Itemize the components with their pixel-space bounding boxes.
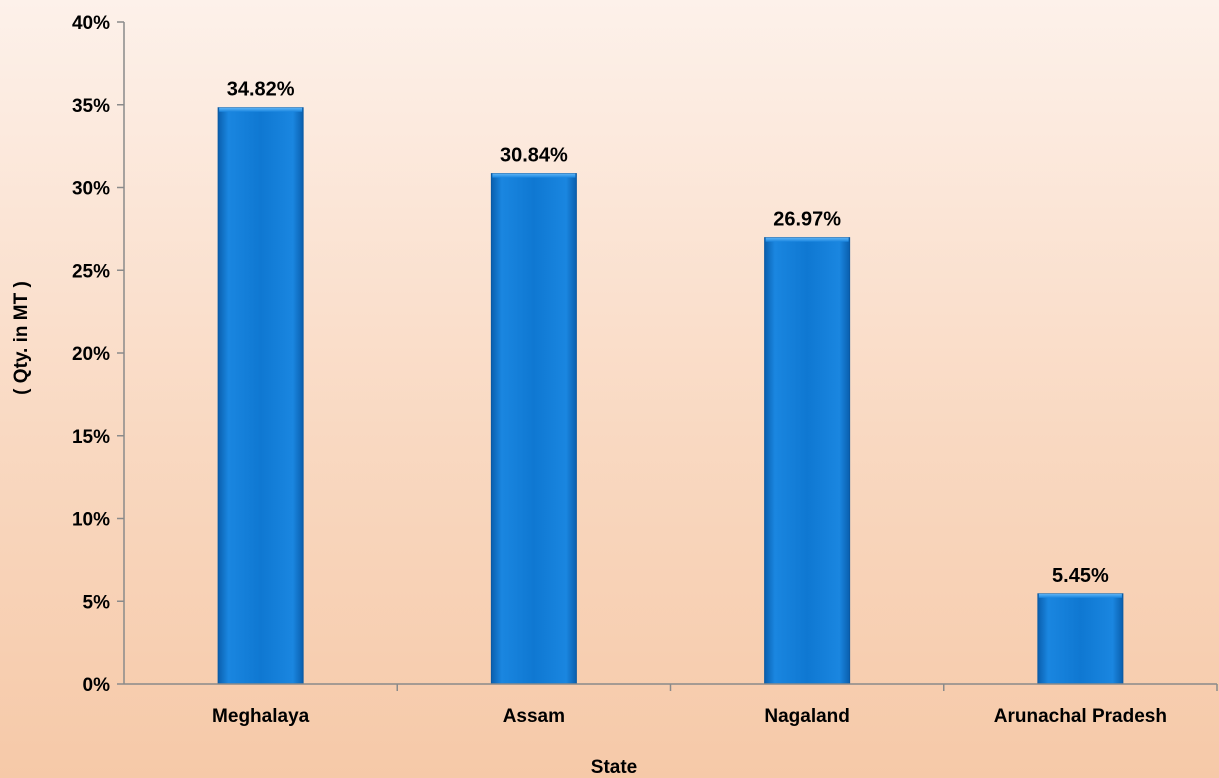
bar (1037, 593, 1124, 685)
bar-group: 26.97% (764, 209, 851, 685)
y-tick-label: 0% (83, 675, 111, 696)
y-tick-label: 20% (72, 344, 110, 365)
y-tick-label: 5% (83, 592, 111, 613)
bar (490, 173, 577, 685)
data-label: 5.45% (1052, 565, 1109, 587)
bar-top-highlight (765, 237, 849, 242)
bars: 34.82% 30.84% 26.97% 5.45% (217, 79, 1124, 685)
y-tick-label: 35% (72, 96, 110, 117)
data-label: 34.82% (227, 79, 295, 101)
data-label: 30.84% (500, 145, 568, 167)
x-category-label: Nagaland (764, 706, 850, 727)
x-category-label: Assam (503, 706, 565, 727)
bar (217, 107, 304, 685)
bar-group: 34.82% (217, 79, 304, 685)
bar (764, 237, 851, 685)
y-tick-label: 25% (72, 261, 110, 282)
y-axis-ticks: 0% 5% 10% 15% 20% 25% 30% 35% 40% (72, 13, 1218, 696)
y-tick-label: 15% (72, 427, 110, 448)
x-axis-title: State (591, 757, 637, 778)
y-tick-label: 40% (72, 13, 110, 34)
x-category-label: Meghalaya (212, 706, 310, 727)
y-axis-title: ( Qty. in MT ) (11, 281, 32, 395)
bar-top-highlight (219, 107, 303, 112)
x-category-label: Arunachal Pradesh (994, 706, 1167, 727)
y-tick-label: 30% (72, 179, 110, 200)
bar-group: 5.45% (1037, 565, 1124, 685)
bar-top-highlight (1038, 593, 1122, 598)
bar-top-highlight (492, 173, 576, 178)
bar-group: 30.84% (490, 145, 577, 685)
y-tick-label: 10% (72, 510, 110, 531)
data-label: 26.97% (773, 209, 841, 231)
x-axis-labels: Meghalaya Assam Nagaland Arunachal Pradesh (212, 706, 1167, 727)
